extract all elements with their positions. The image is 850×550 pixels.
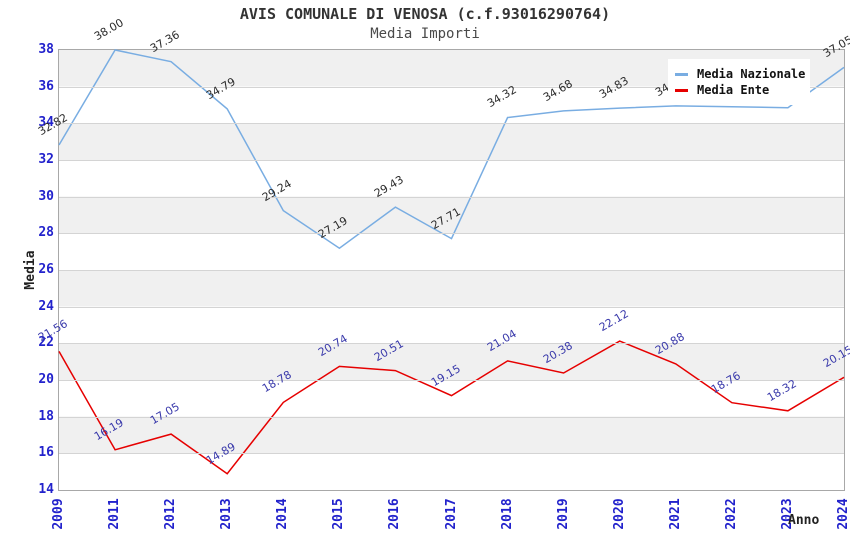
y-tick-label: 30	[38, 188, 54, 204]
series-line-1	[58, 340, 845, 475]
y-tick-label: 18	[38, 408, 54, 424]
plot-area	[58, 49, 845, 491]
x-tick-label: 2024	[836, 498, 850, 530]
chart-title: AVIS COMUNALE DI VENOSA (c.f.93016290764…	[239, 5, 611, 23]
x-tick-label: 2013	[219, 498, 235, 530]
y-tick-label: 24	[38, 298, 54, 314]
series-svg	[58, 49, 845, 475]
y-tick-label: 28	[38, 225, 54, 241]
chart-subtitle: Media Importi	[370, 26, 480, 42]
series-line-0	[58, 49, 845, 250]
x-tick-label: 2015	[331, 498, 347, 530]
y-tick-label: 36	[38, 78, 54, 94]
legend-item-media-nazionale: Media Nazionale	[675, 67, 810, 81]
x-tick-label: 2018	[499, 498, 515, 530]
x-tick-label: 2012	[163, 498, 179, 530]
y-tick-label: 32	[38, 152, 54, 167]
legend: Media Nazionale Media Ente	[668, 59, 810, 105]
x-tick-label: 2017	[443, 498, 459, 530]
x-tick-label: 2011	[107, 498, 123, 530]
x-tick-label: 2016	[387, 498, 403, 530]
y-tick-label: 20	[38, 372, 54, 387]
legend-label: Media Nazionale	[697, 67, 806, 81]
y-tick-label: 16	[38, 445, 54, 461]
x-tick-label: 2022	[723, 498, 739, 530]
legend-label: Media Ente	[697, 83, 770, 97]
x-tick-label: 2021	[667, 498, 683, 530]
y-tick-label: 38	[38, 42, 54, 57]
x-axis-title: Anno	[788, 513, 820, 528]
y-tick-label: 22	[38, 335, 54, 351]
legend-line-swatch-nazionale	[675, 72, 688, 76]
x-tick-label: 2020	[611, 498, 627, 530]
y-tick-label: 34	[38, 115, 54, 131]
legend-line-swatch-ente	[675, 88, 688, 92]
legend-item-media-ente: Media Ente	[675, 83, 810, 97]
y-axis-title: Media	[23, 250, 38, 290]
x-tick-label: 2009	[51, 498, 66, 530]
x-tick-label: 2014	[275, 498, 291, 530]
x-tick-label: 2019	[555, 498, 571, 530]
y-tick-label: 14	[38, 482, 54, 497]
